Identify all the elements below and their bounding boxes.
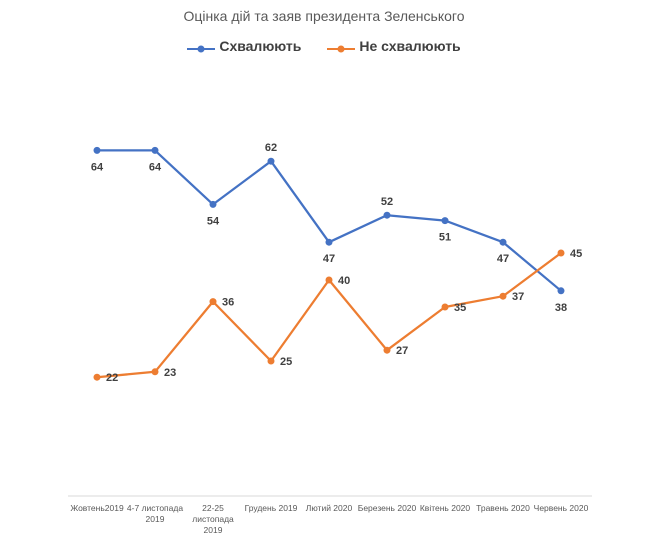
point-disapprove [209, 298, 217, 306]
legend-marker-disapprove [327, 41, 356, 53]
point-disapprove [441, 303, 449, 311]
series-line-disapprove [96, 252, 562, 379]
x-tick-label: Квітень 2020 [420, 503, 471, 513]
x-tick-label: Березень 2020 [358, 503, 417, 513]
series-line-approve [97, 149, 562, 292]
point-approve [383, 211, 391, 219]
data-label-approve: 47 [323, 253, 335, 265]
legend-label-disapprove: Не схвалюють [359, 38, 461, 54]
point-approve [151, 146, 159, 154]
data-label-approve: 64 [149, 161, 162, 173]
data-label-disapprove: 22 [106, 372, 118, 384]
data-label-approve: 47 [497, 253, 509, 265]
x-tick-label: Грудень 2019 [245, 503, 298, 513]
point-disapprove [151, 368, 159, 376]
point-disapprove [557, 249, 565, 257]
data-label-disapprove: 37 [512, 291, 524, 303]
data-label-disapprove: 36 [222, 297, 234, 309]
legend-label-approve: Схвалюють [219, 38, 302, 54]
x-tick-label: Лютий 2020 [306, 503, 353, 513]
chart-title: Оцінка дій та заяв президента Зеленськог… [183, 8, 465, 24]
x-tick-label: Червень 2020 [534, 503, 589, 513]
data-label-disapprove: 45 [570, 248, 582, 260]
legend: Схвалюють Не схвалюють [0, 38, 648, 54]
point-disapprove [93, 373, 101, 381]
data-label-disapprove: 27 [396, 345, 408, 357]
data-label-disapprove: 35 [454, 302, 466, 314]
point-disapprove [383, 346, 391, 354]
legend-marker-approve [187, 41, 216, 53]
point-disapprove [499, 292, 507, 300]
data-label-approve: 52 [381, 196, 393, 208]
x-tick-label: Травень 2020 [476, 503, 530, 513]
point-approve [93, 146, 101, 154]
x-tick-label: 4-7 листопада 2019 [127, 503, 183, 524]
point-approve [441, 217, 449, 225]
point-approve [499, 238, 507, 246]
legend-item-disapprove: Не схвалюють [327, 38, 461, 54]
point-approve [267, 157, 275, 165]
x-tick-label: 22-25 листопада 2019 [192, 503, 234, 535]
data-label-disapprove: 40 [338, 275, 350, 287]
point-disapprove [325, 276, 333, 284]
data-label-disapprove: 25 [280, 356, 292, 368]
data-label-approve: 64 [91, 161, 104, 173]
data-label-approve: 38 [555, 302, 567, 314]
point-approve [557, 287, 565, 295]
data-label-disapprove: 23 [164, 367, 176, 379]
data-label-approve: 51 [439, 232, 451, 244]
point-disapprove [267, 357, 275, 365]
legend-item-approve: Схвалюють [187, 38, 301, 54]
data-label-approve: 54 [207, 215, 220, 227]
data-label-approve: 62 [265, 142, 277, 154]
x-tick-label: Жовтень2019 [70, 503, 124, 513]
point-approve [209, 200, 217, 208]
point-approve [325, 238, 333, 246]
